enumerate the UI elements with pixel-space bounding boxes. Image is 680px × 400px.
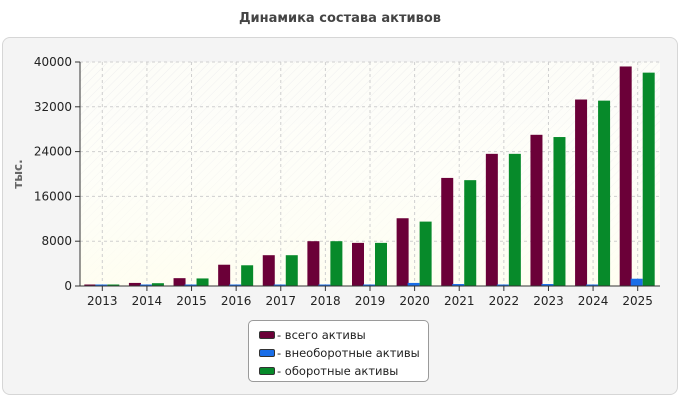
x-tick-label: 2017 [265,294,296,308]
bar-total-assets [173,278,186,286]
bar-total-assets [128,282,141,286]
bar-noncurrent-assets [95,284,108,286]
bar-current-assets [464,180,477,286]
x-tick-label: 2015 [176,294,207,308]
y-axis-label: тыс. [11,159,25,188]
bar-current-assets [241,265,254,286]
chart-title: Динамика состава активов [238,11,442,26]
legend-label-total: - всего активы [277,328,366,342]
legend-item-current: - оборотные активы [249,362,428,380]
x-tick-label: 2019 [355,294,386,308]
bar-noncurrent-assets [184,284,197,286]
bar-noncurrent-assets [541,284,554,286]
legend-swatch-current [259,367,275,375]
bar-current-assets [553,137,566,286]
x-tick-label: 2021 [444,294,475,308]
y-tick-labels: 0 8000 16000 24000 32000 40000 [34,55,80,293]
bar-total-assets [575,99,588,287]
x-tick-label: 2024 [578,294,609,308]
legend-swatch-noncurrent [259,349,275,357]
bar-current-assets [375,242,387,286]
bar-total-assets [396,218,409,286]
x-tick-label: 2018 [310,294,341,308]
legend-item-total: - всего активы [249,326,428,344]
legend-label-current: - оборотные активы [277,364,399,378]
bar-noncurrent-assets [139,284,152,286]
legend-label-noncurrent: - внеоборотные активы [277,346,420,360]
y-tick-label: 8000 [41,234,72,248]
bar-current-assets [151,283,164,286]
bar-total-assets [530,134,543,286]
x-tick-label: 2016 [221,294,252,308]
bar-current-assets [642,72,655,286]
legend: - всего активы - внеоборотные активы - о… [248,320,429,382]
bar-current-assets [196,278,209,286]
bar-noncurrent-assets [407,282,420,286]
y-tick-label: 16000 [34,189,72,203]
bar-total-assets [485,153,498,286]
bar-total-assets [218,264,231,286]
bar-noncurrent-assets [452,284,465,286]
bar-current-assets [419,221,432,286]
bar-noncurrent-assets [229,284,242,286]
x-tick-labels: 2013 2014 2015 2016 2017 2018 2019 2020 2021 2022… [87,286,653,308]
legend-item-noncurrent: - внеоборотные активы [249,344,428,362]
bar-total-assets [441,177,454,286]
bars [84,66,655,287]
bar-total-assets [619,66,632,286]
x-tick-label: 2025 [622,294,653,308]
bar-total-assets [307,241,320,286]
bar-total-assets [352,242,364,286]
y-tick-label: 0 [64,279,72,293]
x-tick-label: 2014 [132,294,163,308]
x-tick-label: 2020 [399,294,430,308]
bar-current-assets [330,241,343,286]
grid [80,61,660,286]
bar-total-assets [262,255,275,286]
y-tick-label: 24000 [34,145,72,159]
y-tick-label: 40000 [34,55,72,69]
legend-swatch-total [259,331,275,339]
x-tick-label: 2022 [489,294,520,308]
bar-noncurrent-assets [496,284,509,286]
x-tick-label: 2013 [87,294,118,308]
x-tick-label: 2023 [533,294,564,308]
bar-current-assets [285,255,298,286]
bar-current-assets [598,100,611,286]
bar-noncurrent-assets [318,284,331,286]
bar-noncurrent-assets [363,284,375,286]
bar-noncurrent-assets [273,284,286,286]
plot-fade [80,62,660,286]
y-tick-label: 32000 [34,100,72,114]
bar-total-assets [84,284,97,286]
bar-noncurrent-assets [586,284,599,286]
bar-current-assets [107,284,120,286]
bar-noncurrent-assets [630,278,643,286]
bar-current-assets [508,153,521,286]
